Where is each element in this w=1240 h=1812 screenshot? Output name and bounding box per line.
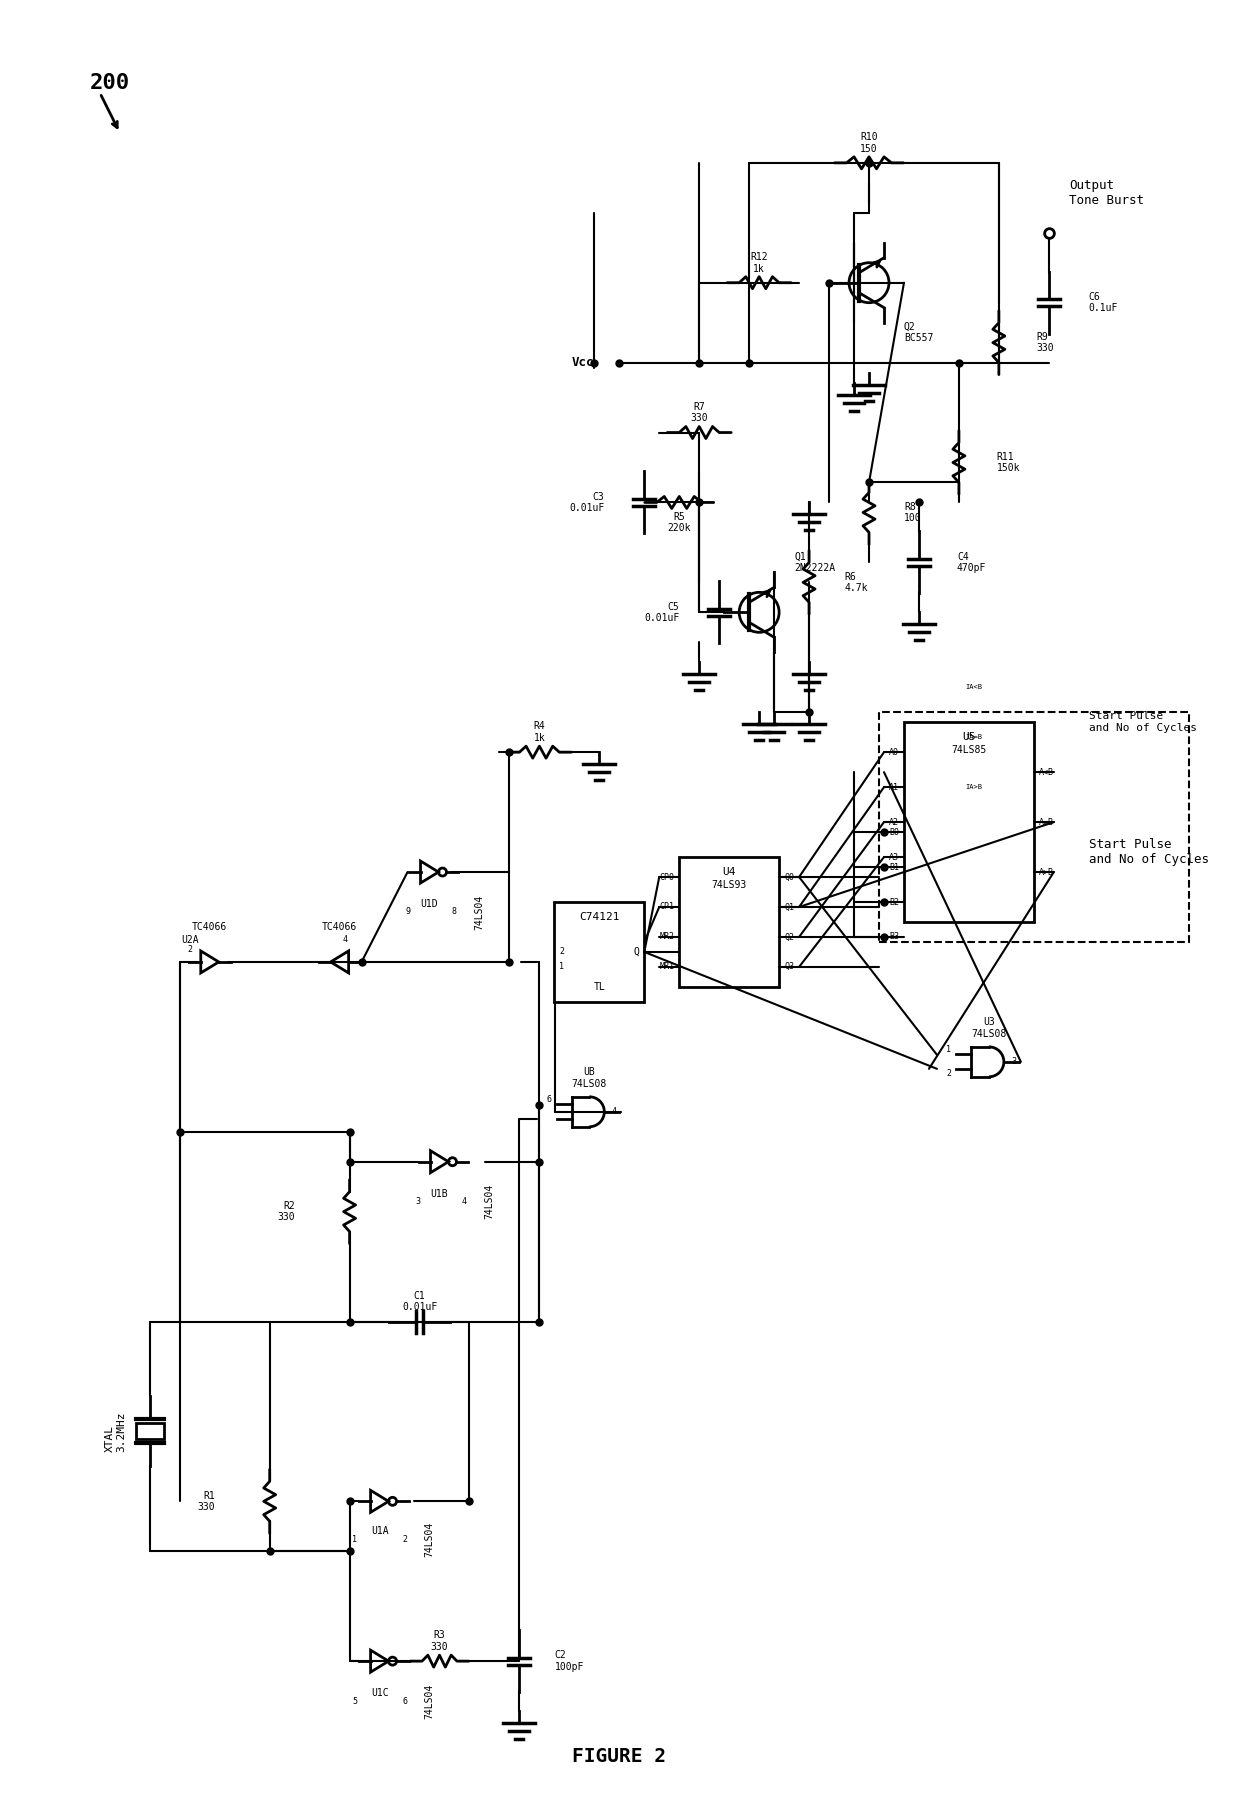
Text: 74LS04: 74LS04 — [424, 1522, 434, 1557]
Text: 74LS93: 74LS93 — [712, 881, 746, 890]
Text: Output
Tone Burst: Output Tone Burst — [1069, 179, 1143, 207]
Text: 200: 200 — [89, 72, 130, 92]
Text: B1: B1 — [889, 863, 899, 872]
Text: 2: 2 — [187, 946, 192, 955]
Text: IA>B: IA>B — [966, 785, 982, 790]
Text: A0: A0 — [889, 748, 899, 757]
Text: XTAL
3.2MHz: XTAL 3.2MHz — [105, 1412, 126, 1451]
Text: 3: 3 — [1012, 1058, 1017, 1065]
Text: 74LS04: 74LS04 — [424, 1683, 434, 1720]
Text: R8
100: R8 100 — [904, 502, 921, 524]
Text: 2: 2 — [559, 948, 564, 957]
Text: TL: TL — [594, 982, 605, 991]
Bar — [136, 1424, 164, 1439]
Text: 4: 4 — [463, 1198, 467, 1207]
Text: U1B: U1B — [430, 1189, 449, 1200]
Text: C2
100pF: C2 100pF — [554, 1651, 584, 1672]
Text: A>B: A>B — [1039, 868, 1054, 877]
Text: 74LS85: 74LS85 — [951, 745, 987, 756]
Text: IA<B: IA<B — [966, 685, 982, 690]
Text: B2: B2 — [889, 897, 899, 906]
Text: 3: 3 — [415, 1198, 420, 1207]
Text: 4: 4 — [342, 935, 347, 944]
Text: R6
4.7k: R6 4.7k — [844, 571, 868, 593]
Text: 6: 6 — [547, 1094, 552, 1104]
Text: C4
470pF: C4 470pF — [957, 551, 986, 573]
Text: R2
330: R2 330 — [277, 1201, 295, 1223]
Text: 74LS04: 74LS04 — [485, 1183, 495, 1219]
Text: MR2: MR2 — [660, 933, 675, 942]
Text: 4: 4 — [611, 1107, 616, 1116]
Text: Q0: Q0 — [784, 873, 794, 881]
Bar — [904, 723, 1034, 922]
Text: R10
150: R10 150 — [861, 132, 878, 154]
Text: C74121: C74121 — [579, 911, 620, 922]
Text: 74LS08: 74LS08 — [971, 1029, 1007, 1038]
Text: C6
0.1uF: C6 0.1uF — [1089, 292, 1118, 313]
Text: A3: A3 — [889, 853, 899, 861]
Text: FIGURE 2: FIGURE 2 — [573, 1747, 666, 1765]
Text: IA=B: IA=B — [966, 734, 982, 739]
Text: R9
330: R9 330 — [1037, 332, 1054, 353]
Text: 8: 8 — [453, 908, 458, 917]
Text: A2: A2 — [889, 817, 899, 826]
Bar — [554, 902, 645, 1002]
Text: Q2
BC557: Q2 BC557 — [904, 323, 934, 344]
Text: B0: B0 — [889, 828, 899, 837]
Text: B3: B3 — [889, 933, 899, 942]
Text: TC4066: TC4066 — [322, 922, 357, 931]
Text: U3: U3 — [983, 1017, 994, 1027]
Text: Start Pulse
and No of Cycles: Start Pulse and No of Cycles — [1089, 839, 1209, 866]
Text: 1: 1 — [946, 1046, 951, 1055]
Text: U1D: U1D — [420, 899, 438, 910]
Text: R7
330: R7 330 — [691, 402, 708, 424]
Bar — [680, 857, 779, 988]
Text: Q1
2N2222A: Q1 2N2222A — [794, 551, 836, 573]
Text: U1A: U1A — [371, 1526, 388, 1537]
Text: 9: 9 — [405, 908, 410, 917]
Text: Start Pulse
and No of Cycles: Start Pulse and No of Cycles — [1089, 712, 1197, 734]
Text: 1: 1 — [352, 1535, 357, 1544]
Text: Q2: Q2 — [784, 933, 794, 942]
Text: R5
220k: R5 220k — [667, 511, 691, 533]
Text: U1C: U1C — [371, 1689, 388, 1698]
Text: CP1: CP1 — [660, 902, 675, 911]
Text: A1: A1 — [889, 783, 899, 792]
Text: U2A: U2A — [181, 935, 198, 946]
Text: CP0: CP0 — [660, 873, 675, 881]
Text: C1
0.01uF: C1 0.01uF — [402, 1290, 438, 1312]
Text: 2: 2 — [946, 1069, 951, 1078]
Text: Vcc: Vcc — [572, 357, 594, 370]
Text: UB: UB — [584, 1067, 595, 1076]
Text: R1
330: R1 330 — [197, 1491, 215, 1513]
Text: 2: 2 — [402, 1535, 407, 1544]
Text: Q: Q — [634, 948, 640, 957]
Text: U4: U4 — [723, 866, 735, 877]
Text: R4
1k: R4 1k — [533, 721, 546, 743]
Text: A<B: A<B — [1039, 768, 1054, 777]
Text: Q3: Q3 — [784, 962, 794, 971]
Text: 1: 1 — [559, 962, 564, 971]
Text: 6: 6 — [402, 1696, 407, 1705]
Text: 74LS04: 74LS04 — [475, 895, 485, 930]
Bar — [879, 712, 1189, 942]
Text: TC4066: TC4066 — [192, 922, 227, 931]
Text: R11
150k: R11 150k — [997, 451, 1021, 473]
Text: C5
0.01uF: C5 0.01uF — [644, 602, 680, 623]
Text: C3
0.01uF: C3 0.01uF — [569, 491, 604, 513]
Text: R12
1k: R12 1k — [750, 252, 768, 274]
Text: U5: U5 — [962, 732, 976, 743]
Text: Q1: Q1 — [784, 902, 794, 911]
Text: 5: 5 — [352, 1696, 357, 1705]
Text: R3
330: R3 330 — [430, 1631, 449, 1653]
Text: A=B: A=B — [1039, 817, 1054, 826]
Text: MR1: MR1 — [660, 962, 675, 971]
Text: 74LS08: 74LS08 — [572, 1078, 606, 1089]
